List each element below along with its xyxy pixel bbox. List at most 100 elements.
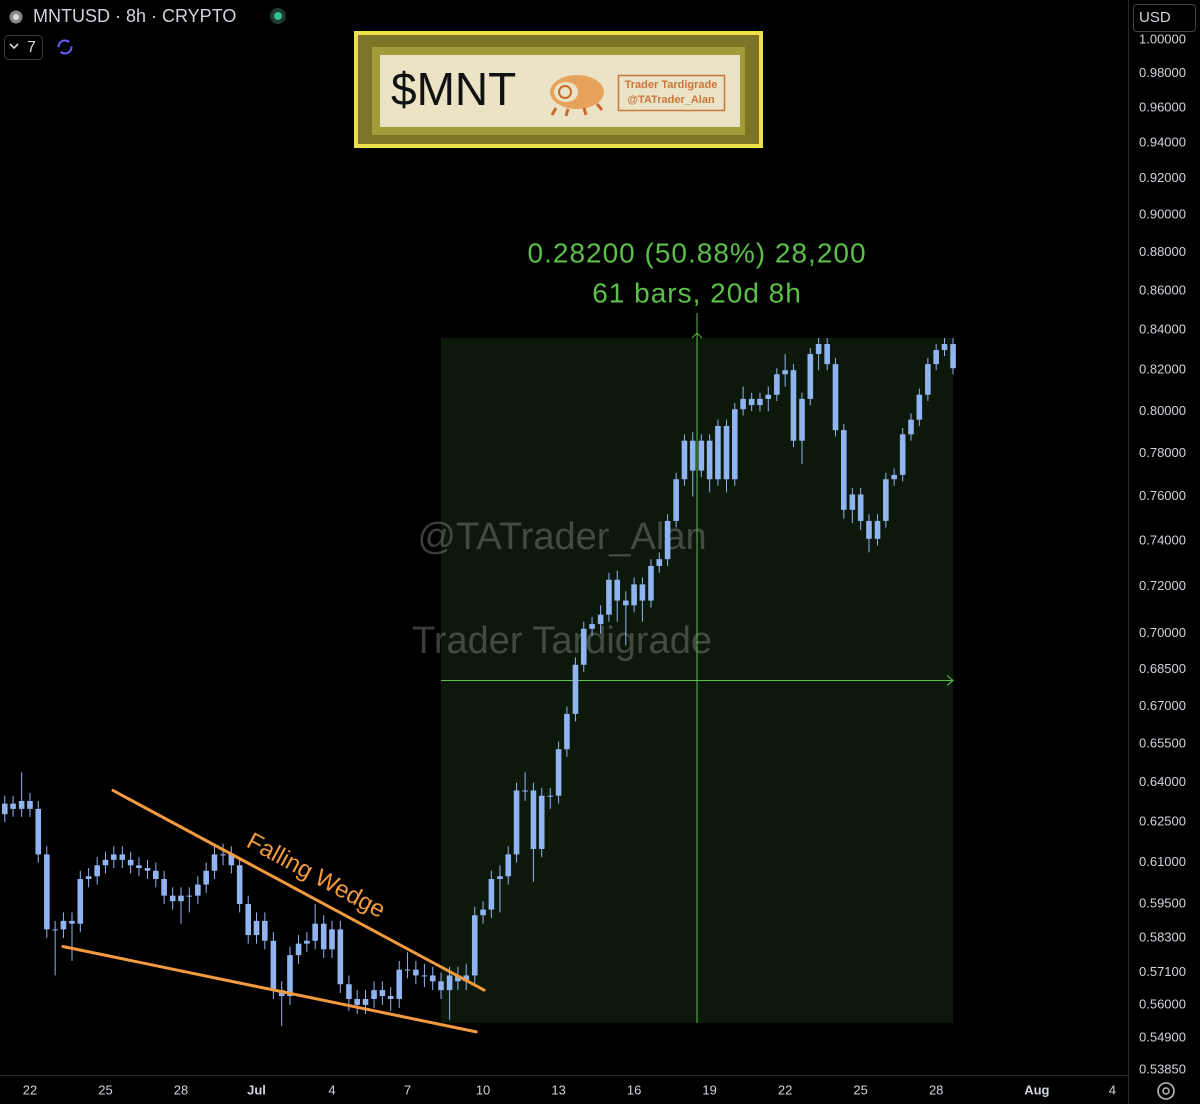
y-tick-label: 0.94000 [1139,134,1186,149]
indicator-toggle[interactable]: 7 [4,35,43,60]
y-tick-label: 0.57100 [1139,964,1186,979]
candle-body [765,394,772,399]
candle-body [757,398,763,406]
candle-body [832,364,839,431]
refresh-arc[interactable] [57,39,73,55]
y-tick-label: 0.70000 [1139,625,1186,640]
author-box [617,74,726,112]
y-tick-label: 0.88000 [1139,244,1186,259]
candle-body [908,419,914,435]
watermark-handle: @TATrader_Alan [417,516,706,558]
x-tick-label: 25 [98,1082,112,1097]
candle-body [245,904,252,936]
x-tick-label: 4 [328,1082,335,1097]
candle-body [689,440,696,471]
candle-body [371,990,377,999]
y-tick-label: 0.80000 [1139,403,1186,418]
candle-body [136,865,142,869]
candle-body [933,350,939,365]
candle-body [631,584,637,606]
candle-body [119,854,126,860]
y-tick-label: 0.78000 [1139,445,1186,460]
y-tick-label: 0.59500 [1139,895,1186,910]
x-tick-label: 22 [778,1082,792,1097]
logo-legs [550,103,604,117]
y-tick-label: 0.64000 [1139,774,1186,789]
currency-button[interactable] [1133,4,1196,32]
settings[interactable] [1157,1082,1175,1100]
candle-body [774,374,780,395]
settings-gear[interactable] [1157,1082,1175,1100]
candle-body [169,895,176,902]
candle-body [538,795,545,849]
candle-body [295,943,302,956]
x-tick-label: Aug [1024,1082,1049,1097]
wedge-line [111,788,486,992]
x-tick-label: 25 [853,1082,867,1097]
candle-body [186,895,193,897]
y-tick-label: 0.67000 [1139,698,1186,713]
candle-body [262,920,268,941]
measure-sublabel: 61 bars, 20d 8h [592,277,802,308]
candle-body [446,975,453,991]
candle-body [429,975,436,982]
x-tick-label: 4 [1109,1082,1116,1097]
candle-body [270,940,277,991]
x-tick-label: 28 [174,1082,188,1097]
candle-body [874,520,881,539]
currency-selector[interactable]: USD [1133,4,1196,32]
candle-body [824,344,830,365]
refresh-icon[interactable] [57,39,73,55]
y-tick-label: 0.90000 [1139,207,1186,222]
candle-body [673,479,679,521]
y-tick-label: 0.72000 [1139,578,1186,593]
candle-body [44,854,50,930]
candle-body [387,996,394,999]
y-tick-label: 0.58300 [1139,929,1186,944]
x-tick-label: 16 [627,1082,641,1097]
candle-body [698,440,705,471]
candle-body [471,915,478,976]
candle-body [840,430,847,510]
candle-body [362,998,369,1005]
indicator-button[interactable] [4,35,43,60]
tardigrade-logo [550,75,604,117]
candle-body [438,981,444,991]
candle-body [925,364,931,395]
candle-body [85,876,92,880]
candle-body [950,344,956,369]
candle-body [203,870,209,885]
y-tick-label: 0.61000 [1139,854,1186,869]
candle-body [153,870,159,880]
banner: $MNT Trader Tardigrade @TATrader_Alan [354,31,763,148]
plot-area: 1.00000 0.98000 0.96000 0.94000 0.92000 0.900… [1,31,1186,1097]
measure-arrow-right [946,675,954,686]
candle-body [287,955,293,997]
candle-body [622,600,629,606]
y-tick-label: 0.98000 [1139,65,1186,80]
candle-body [723,425,730,480]
y-tick-label: 0.68500 [1139,661,1186,676]
candle-body [740,398,746,410]
candle-body [312,923,318,941]
candle-body [94,865,100,877]
y-tick-label: 0.84000 [1139,322,1186,337]
candle-body [480,909,486,916]
candle-body [102,859,109,866]
candle-body [421,975,428,977]
indicator-count: 7 [27,39,36,56]
y-tick-label: 0.82000 [1139,362,1186,377]
author-name: Trader Tardigrade [625,79,718,91]
candle-body [857,494,864,521]
candle-body [52,929,58,931]
candle-body [748,398,755,406]
measure-label: 0.28200 (50.88%) 28,200 [528,237,867,268]
symbol-icon-inner [13,14,19,20]
candle-body [639,584,646,601]
candle-body [304,940,310,944]
candle-body [522,790,528,792]
measure-arrow-up [691,332,703,339]
x-tick-label: 22 [23,1082,37,1097]
